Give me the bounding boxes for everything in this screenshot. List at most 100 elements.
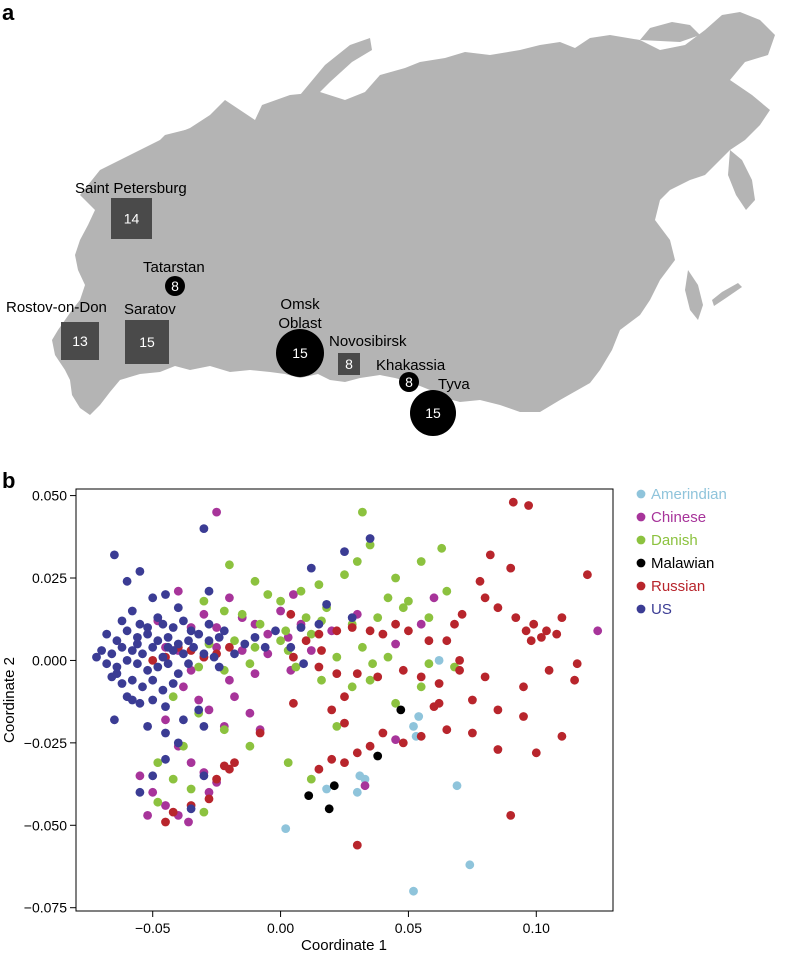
data-point [352,787,362,797]
data-point [493,603,503,613]
data-point [391,735,400,744]
data-point [158,685,168,695]
data-point [250,669,260,678]
data-point [143,623,153,632]
data-point [204,619,214,629]
data-point [347,682,357,692]
data-point [133,659,142,669]
data-point [414,712,424,721]
data-point [173,586,183,596]
series-amerindian [281,656,475,896]
data-point [455,656,464,665]
site-name-label: Khakassia [376,357,446,374]
legend-item-chinese: Chinese [636,509,706,526]
data-point [468,728,477,738]
y-tick-label: −0.075 [24,900,67,916]
data-point [245,659,255,669]
data-point [230,758,239,767]
data-point [383,593,393,603]
data-point [184,636,193,646]
data-point [519,712,528,721]
data-point [214,662,224,672]
data-point [301,613,311,622]
chukotka [640,22,700,42]
site-square-marker [338,353,360,375]
site-count-label: 15 [292,345,308,361]
data-point [306,646,316,655]
data-point [245,741,255,751]
data-point [289,590,298,599]
data-point [475,576,485,586]
data-point [158,619,168,629]
data-point [332,652,342,662]
data-point [424,659,434,669]
legend-label: Chinese [651,509,706,526]
data-point [102,629,112,639]
data-point [163,633,173,642]
data-point [143,629,153,639]
data-point [352,840,362,850]
data-point [340,692,349,702]
data-point [168,774,178,784]
data-point [168,692,178,702]
data-point [296,586,306,596]
data-point [102,659,112,669]
data-point [365,534,375,543]
data-point [306,563,316,573]
y-tick-label: 0.000 [32,652,67,668]
data-point [383,652,393,662]
data-point [127,695,137,705]
data-point [352,557,362,566]
data-point [135,787,145,797]
site-count-label: 15 [425,405,441,421]
data-point [450,619,459,629]
data-point [322,784,331,794]
data-point [281,626,291,636]
data-point [230,692,239,702]
data-point [424,613,434,622]
data-point [365,540,375,550]
legend-marker [636,604,646,614]
data-point [179,649,188,659]
data-point [143,665,153,675]
data-point [291,662,301,672]
data-point [161,817,170,827]
y-tick-label: 0.025 [32,570,67,586]
data-point [135,771,145,781]
panel-a-letter: a [2,0,15,25]
data-point [398,603,408,613]
data-points [92,497,603,896]
data-point [110,550,119,560]
data-point [437,543,447,553]
data-point [368,659,377,669]
data-point [304,791,314,800]
data-point [583,570,592,580]
data-point [340,718,349,728]
data-point [255,728,265,738]
data-point [314,619,324,629]
data-point [199,524,209,533]
kuril-islands [712,283,742,306]
data-point [322,600,331,609]
data-point [352,748,362,758]
legend-label: Danish [651,532,698,549]
data-point [163,642,173,652]
data-point [365,626,375,636]
data-point [225,764,234,774]
data-point [179,682,188,692]
legend-label: Malawian [651,555,714,572]
data-point [286,609,296,619]
data-point [179,715,188,725]
data-point [112,662,122,672]
data-point [133,633,142,642]
data-point [493,705,503,715]
data-point [230,649,239,659]
data-point [398,738,408,748]
data-point [416,672,426,682]
map-sites: 14 Saint Petersburg 8 Tatarstan 13 Rostov-on-… [6,180,470,436]
legend-label: Russian [651,578,705,595]
plot-frame [75,488,614,912]
data-point [416,557,426,566]
